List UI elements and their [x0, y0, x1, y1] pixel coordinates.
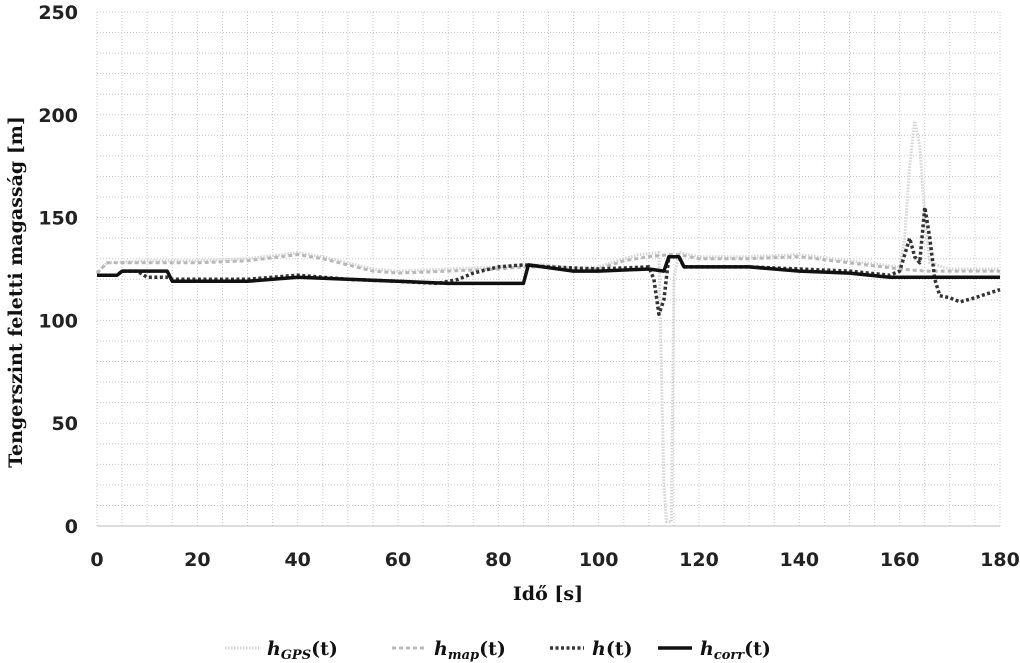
y-tick-label: 50	[52, 413, 78, 435]
legend-label-1: hmap(t)	[434, 638, 506, 663]
x-tick-label: 180	[980, 549, 1020, 571]
legend-label-3: hcorr(t)	[700, 638, 771, 663]
x-tick-label: 80	[485, 549, 511, 571]
legend: hGPS(t) hmap(t) h(t) hcorr(t)	[225, 638, 771, 663]
y-tick-label: 200	[38, 105, 78, 127]
y-tick-label: 250	[38, 2, 78, 24]
x-tick-label: 40	[284, 549, 310, 571]
y-axis-title: Tengerszint feletti magasság [m]	[5, 116, 27, 468]
series-line-2	[97, 205, 1001, 316]
x-tick-label: 120	[679, 549, 719, 571]
y-tick-label: 0	[65, 516, 78, 538]
x-tick-label: 60	[385, 549, 411, 571]
series-lines	[95, 119, 1001, 524]
x-axis-title: Idő [s]	[513, 583, 583, 605]
series-line-0	[95, 119, 1000, 524]
x-axis-ticks: 0 20 40 60 80 100 120 140 160 180	[90, 549, 1019, 571]
y-tick-label: 100	[38, 310, 78, 332]
x-tick-label: 100	[579, 549, 619, 571]
x-tick-label: 140	[779, 549, 819, 571]
x-tick-label: 160	[880, 549, 920, 571]
x-tick-label: 0	[90, 549, 103, 571]
legend-label-2: h(t)	[592, 638, 633, 660]
x-tick-label: 20	[184, 549, 210, 571]
legend-label-0: hGPS(t)	[267, 638, 338, 663]
y-axis-ticks: 0 50 100 150 200 250	[38, 2, 78, 538]
y-tick-label: 150	[38, 208, 78, 230]
series-line-3	[97, 254, 1000, 286]
